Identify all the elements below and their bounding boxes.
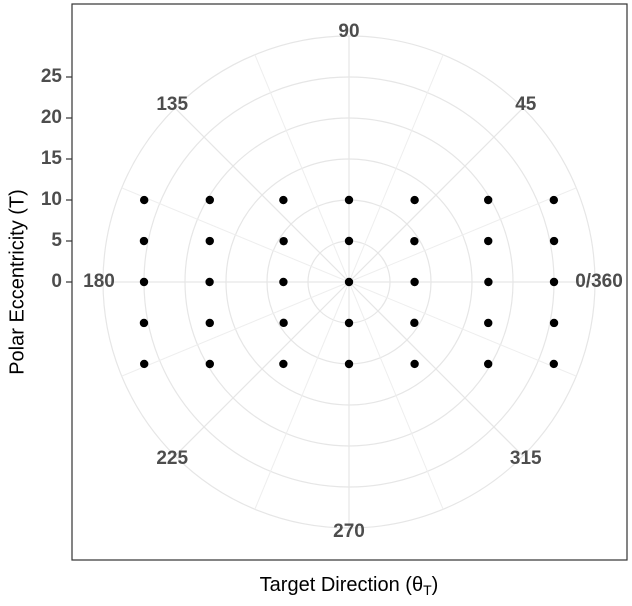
point [484,318,493,328]
y-tick-label: 20 [41,107,62,128]
point [205,359,215,369]
point [549,195,559,205]
point [410,359,419,369]
point [344,277,354,287]
theta-tick-label: 0/360 [575,271,623,292]
grid-spoke-minor [348,54,444,283]
point [484,277,493,287]
theta-tick-label: 135 [156,94,188,115]
point [139,318,149,328]
x-label-sub: T [423,582,432,598]
point [205,277,214,287]
y-tick-label: 25 [41,66,63,87]
point [279,236,288,246]
grid-spoke-minor [254,54,350,283]
y-tick-label: 10 [41,189,62,210]
point [410,277,419,287]
point [139,359,149,369]
point [344,195,354,205]
point [205,195,215,205]
point [279,195,288,205]
point [139,277,149,287]
point [410,236,419,246]
grid-spoke [174,281,350,457]
point [344,318,354,328]
point [484,236,493,246]
theta-tick-label: 45 [515,94,537,115]
point [483,359,493,369]
point [139,195,149,205]
point [344,236,354,246]
theta-tick-label: 180 [83,271,115,292]
grid-spoke [348,107,524,283]
grid-spoke-minor [121,187,350,283]
point [279,277,288,287]
grid-spoke [174,107,350,283]
theta-tick-label: 315 [510,448,542,469]
grid-spoke-minor [121,281,350,377]
y-tick-label: 5 [51,230,62,251]
point [549,236,559,246]
grid-spoke-minor [254,281,350,510]
y-axis-label: Polar Eccentricity (T) [6,189,28,375]
point [279,318,288,328]
point [483,195,493,205]
theta-tick-label: 225 [156,448,188,469]
point [279,359,288,369]
grid-spoke-minor [348,281,444,510]
x-axis-label: Target Direction (θT) [260,574,439,597]
point [549,318,559,328]
point [549,359,559,369]
x-label-text: Target Direction (θ [260,574,423,596]
grid-spoke [348,281,524,457]
point [549,277,559,287]
theta-tick-label: 270 [333,521,365,542]
point [205,318,214,328]
point [410,318,419,328]
y-tick-label: 15 [41,148,63,169]
grid-spoke-minor [348,281,577,377]
theta-tick-label: 90 [338,21,359,42]
point [344,359,354,369]
point [410,195,419,205]
y-tick-label: 0 [51,271,62,292]
grid-spoke-minor [348,187,577,283]
point [139,236,149,246]
point [205,236,214,246]
x-label-close: ) [432,574,439,596]
